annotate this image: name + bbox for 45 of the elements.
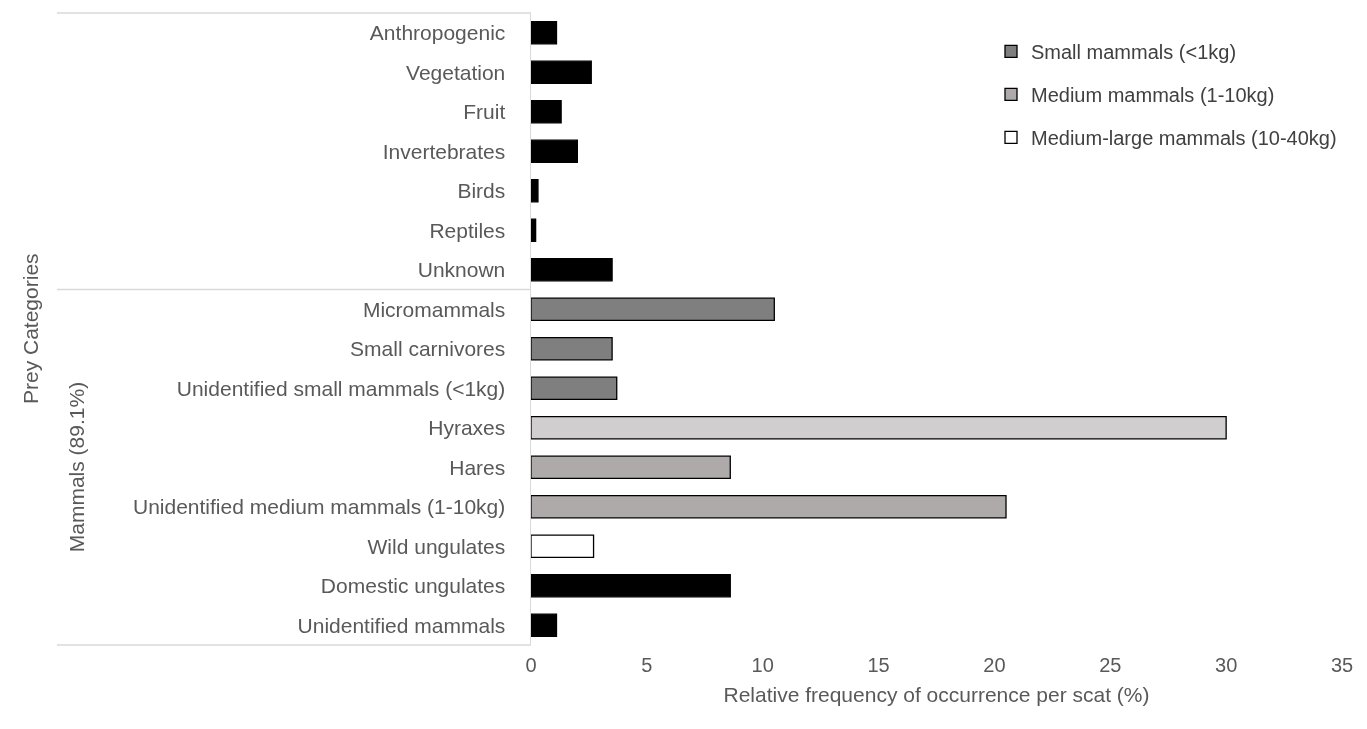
x-axis-title: Relative frequency of occurrence per scat (%) bbox=[723, 683, 1150, 707]
x-tick-label: 20 bbox=[983, 654, 1006, 676]
x-tick-label: 15 bbox=[867, 654, 890, 676]
y-tick-label: Anthropogenic bbox=[369, 21, 506, 45]
x-tick-label: 0 bbox=[525, 654, 537, 676]
x-tick-label: 25 bbox=[1099, 654, 1122, 676]
bar bbox=[531, 337, 613, 361]
x-tick-label: 35 bbox=[1330, 654, 1354, 676]
y-tick-label: Vegetation bbox=[406, 60, 506, 84]
y-tick-label: Wild ungulates bbox=[367, 534, 506, 558]
y-tick-label: Reptiles bbox=[429, 218, 506, 242]
y-tick-label: Unidentified small mammals (<1kg) bbox=[176, 376, 506, 400]
bar bbox=[531, 179, 539, 203]
legend-label: Medium-large mammals (10-40kg) bbox=[1031, 127, 1337, 150]
bar bbox=[531, 613, 558, 637]
bar bbox=[531, 455, 731, 479]
legend-label: Small mammals (<1kg) bbox=[1031, 41, 1237, 64]
bar bbox=[531, 258, 613, 282]
legend-label: Medium mammals (1-10kg) bbox=[1031, 84, 1275, 107]
y-tick-label: Birds bbox=[457, 179, 506, 203]
y-tick-label: Hares bbox=[449, 455, 506, 479]
y-tick-label: Fruit bbox=[463, 100, 506, 124]
bar bbox=[531, 297, 775, 321]
y-tick-label: Small carnivores bbox=[350, 337, 506, 361]
bar bbox=[531, 60, 592, 84]
bar bbox=[531, 21, 558, 45]
y-tick-label: Unidentified mammals bbox=[297, 613, 506, 637]
x-tick-label: 10 bbox=[751, 654, 774, 676]
bar bbox=[531, 376, 618, 400]
x-tick-label: 5 bbox=[641, 654, 653, 676]
bar bbox=[531, 495, 1007, 519]
x-tick-label: 30 bbox=[1215, 654, 1238, 676]
text: Mammals (89.1%) bbox=[64, 381, 88, 553]
y-tick-label: Hyraxes bbox=[428, 416, 506, 440]
bar bbox=[531, 218, 537, 242]
bar bbox=[531, 574, 731, 598]
bar bbox=[531, 139, 578, 163]
y-tick-label: Micromammals bbox=[362, 297, 506, 321]
y-tick-label: Domestic ungulates bbox=[320, 574, 506, 598]
bar bbox=[531, 534, 595, 558]
text: Prey Categories bbox=[19, 253, 42, 404]
y-tick-label: Invertebrates bbox=[382, 139, 506, 163]
y-tick-label: Unknown bbox=[417, 258, 506, 282]
y-tick-label: Unidentified medium mammals (1-10kg) bbox=[132, 495, 506, 519]
bar bbox=[531, 100, 562, 124]
